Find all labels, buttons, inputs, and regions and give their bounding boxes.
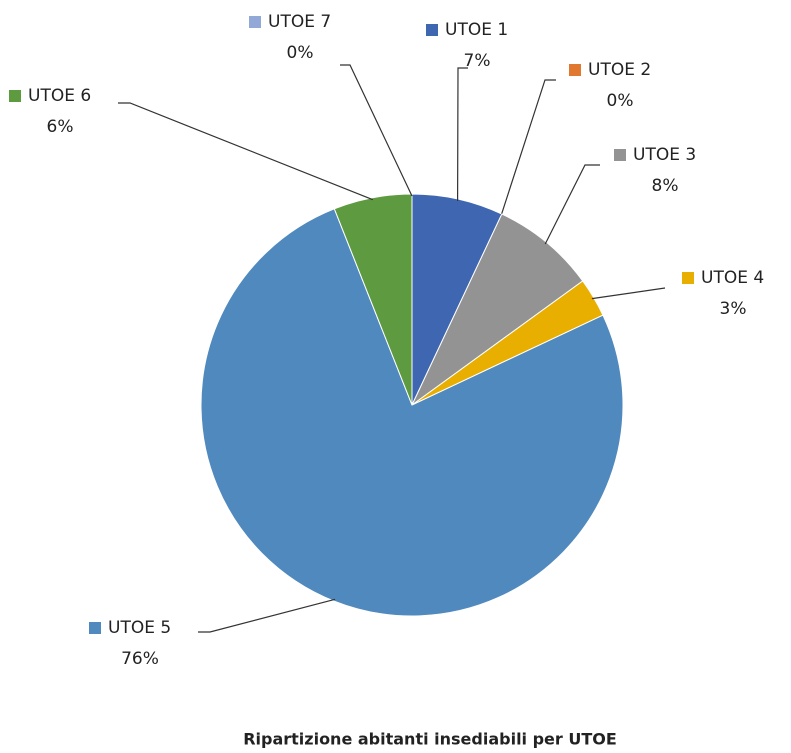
legend-swatch (426, 24, 438, 36)
value-label: 0% (287, 43, 314, 63)
slice-label: UTOE 3 (633, 145, 696, 165)
slice-label: UTOE 1 (445, 20, 508, 40)
legend-swatch (249, 16, 261, 28)
value-label: 3% (720, 299, 747, 319)
slice-label: UTOE 7 (268, 12, 331, 32)
legend-swatch (614, 149, 626, 161)
value-label: 76% (121, 649, 159, 669)
slice-label: UTOE 4 (701, 268, 764, 288)
slice-label: UTOE 2 (588, 60, 651, 80)
legend-swatch (89, 622, 101, 634)
value-label: 0% (607, 91, 634, 111)
pie-slice (333, 193, 413, 406)
leader-line (500, 79, 556, 217)
value-label: 6% (47, 117, 74, 137)
chart-title: Ripartizione abitanti insediabili per UT… (243, 730, 617, 749)
legend-swatch (569, 64, 581, 76)
slice-label: UTOE 5 (108, 618, 171, 638)
leader-line (456, 67, 468, 202)
leader-line (198, 598, 336, 633)
value-label: 8% (652, 176, 679, 196)
slice-label: UTOE 6 (28, 86, 91, 106)
leader-line (118, 102, 374, 201)
legend-swatch (682, 272, 694, 284)
value-label: 7% (464, 51, 491, 71)
leader-line (544, 164, 600, 245)
leader-line (591, 287, 666, 300)
legend-swatch (9, 90, 21, 102)
leader-line (340, 64, 413, 197)
pie-slice (200, 208, 624, 617)
